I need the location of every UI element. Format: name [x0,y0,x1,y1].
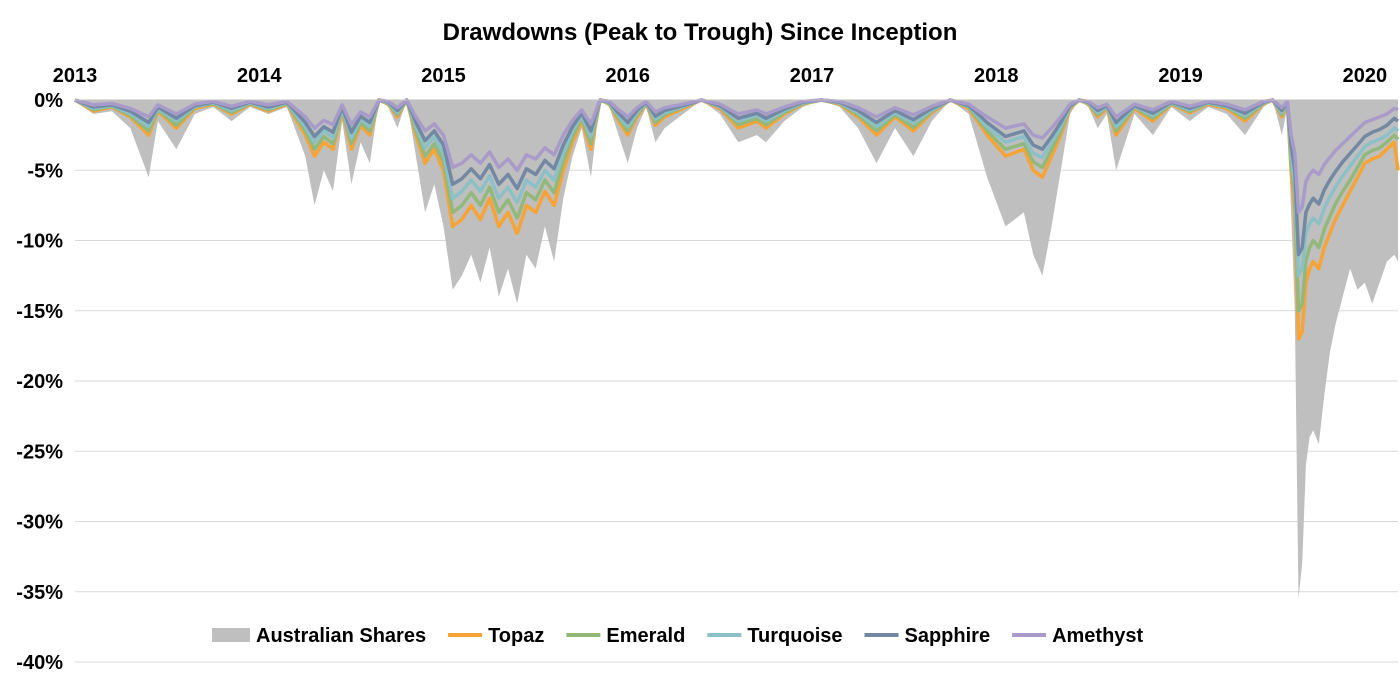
legend-item: Amethyst [1012,625,1144,647]
legend-swatch [212,628,250,642]
y-tick-label: -25% [16,441,63,463]
legend-item: Emerald [566,625,685,647]
legend-label: Amethyst [1052,625,1143,647]
x-tick-label: 2018 [974,65,1019,87]
series-australian-shares-area [75,100,1398,599]
y-tick-label: -15% [16,301,63,323]
x-tick-label: 2020 [1343,65,1388,87]
legend-label: Topaz [488,625,544,647]
x-tick-label: 2017 [790,65,835,87]
y-tick-label: -35% [16,582,63,604]
x-axis-ticks: 2013 2014 2015 2016 2017 2018 2019 2020 [53,65,1387,87]
legend-item: Topaz [448,625,544,647]
y-axis-ticks: 0% -5% -10% -15% -20% -25% -30% -35% -40% [16,90,63,674]
legend-label: Turquoise [747,625,842,647]
x-tick-label: 2013 [53,65,98,87]
legend-label: Australian Shares [256,625,426,647]
y-tick-label: -40% [16,652,63,674]
gridlines [75,169,1398,663]
x-tick-label: 2014 [237,65,282,87]
legend-label: Sapphire [905,625,991,647]
legend-item: Turquoise [707,625,843,647]
series-amethyst-line [74,98,1399,215]
y-tick-label: -20% [16,371,63,393]
legend-item: Sapphire [864,625,991,647]
y-tick-label: -10% [16,231,63,253]
y-tick-label: 0% [34,90,63,112]
legend-item: Australian Shares [212,625,426,647]
y-tick-label: -5% [27,160,63,182]
x-tick-label: 2019 [1158,65,1203,87]
chart-title: Drawdowns (Peak to Trough) Since Incepti… [443,19,958,46]
legend: Australian Shares Topaz Emerald Turquoise Sa… [212,625,1144,647]
x-tick-label: 2015 [421,65,466,87]
y-tick-label: -30% [16,512,63,534]
legend-label: Emerald [606,625,685,647]
series-sapphire-line [74,98,1400,257]
series-layer [74,98,1400,599]
x-tick-label: 2016 [606,65,651,87]
